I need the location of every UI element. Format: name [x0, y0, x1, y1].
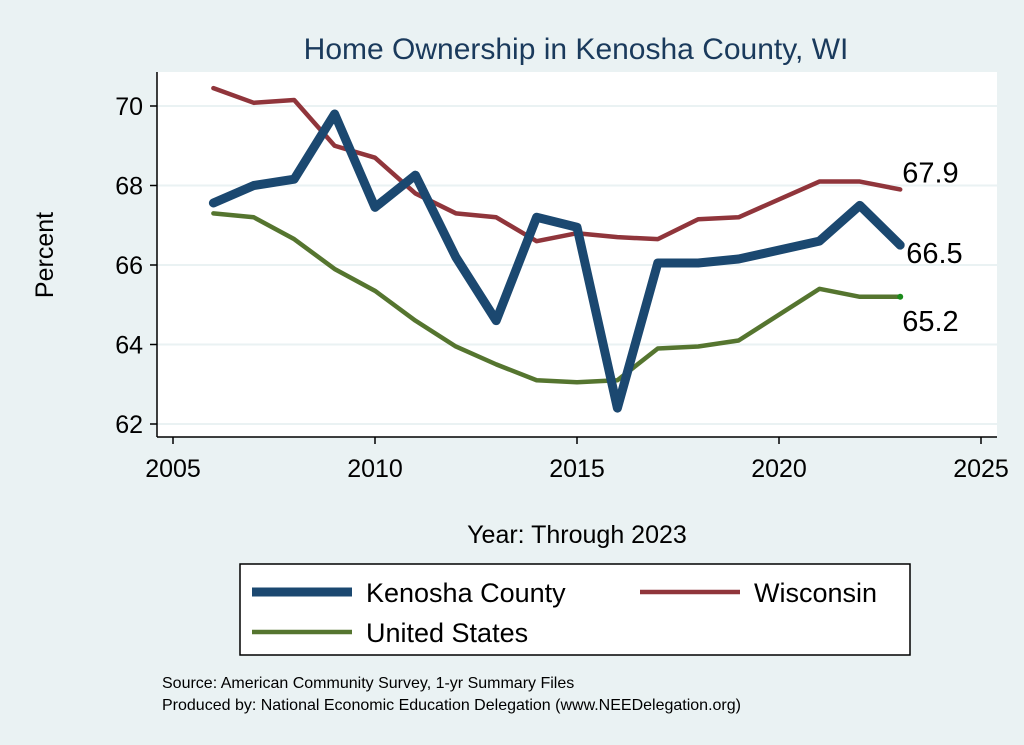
series-line-kenosha-county [208, 109, 905, 413]
x-tick-label: 2020 [751, 455, 807, 483]
end-labels-group: 66.5 67.9 65.2 [897, 157, 963, 338]
end-value-label: 66.5 [906, 238, 962, 270]
x-tick-label: 2010 [347, 455, 403, 483]
source-note: Source: American Community Survey, 1-yr … [162, 675, 574, 692]
y-tick-label: 70 [115, 93, 143, 121]
producer-note: Produced by: National Economic Education… [162, 697, 741, 714]
legend-label: United States [366, 618, 528, 648]
x-tick-label: 2005 [145, 455, 201, 483]
end-value-label: 65.2 [902, 306, 958, 338]
end-value-label: 67.9 [902, 157, 958, 189]
chart-title: Home Ownership in Kenosha County, WI [304, 33, 849, 66]
axes-group: 62 64 66 68 70 2005 2010 2015 2020 2025 [115, 72, 1009, 483]
lines-group [208, 85, 905, 413]
grid-group [157, 105, 997, 425]
plot-area [157, 72, 997, 437]
y-tick-label: 68 [115, 173, 143, 201]
legend: Kenosha County Wisconsin United States [252, 578, 877, 648]
x-tick-label: 2015 [549, 455, 605, 483]
x-tick-label: 2025 [953, 455, 1009, 483]
y-tick-label: 66 [115, 252, 143, 280]
y-tick-label: 64 [115, 332, 143, 360]
y-axis-label: Percent [31, 212, 59, 298]
legend-box [239, 563, 911, 656]
end-point-marker [897, 293, 904, 300]
series-line-united-states [211, 211, 903, 385]
legend-label: Wisconsin [754, 578, 877, 608]
y-tick-label: 62 [115, 411, 143, 439]
legend-label: Kenosha County [366, 578, 566, 608]
x-axis-label: Year: Through 2023 [467, 521, 687, 549]
